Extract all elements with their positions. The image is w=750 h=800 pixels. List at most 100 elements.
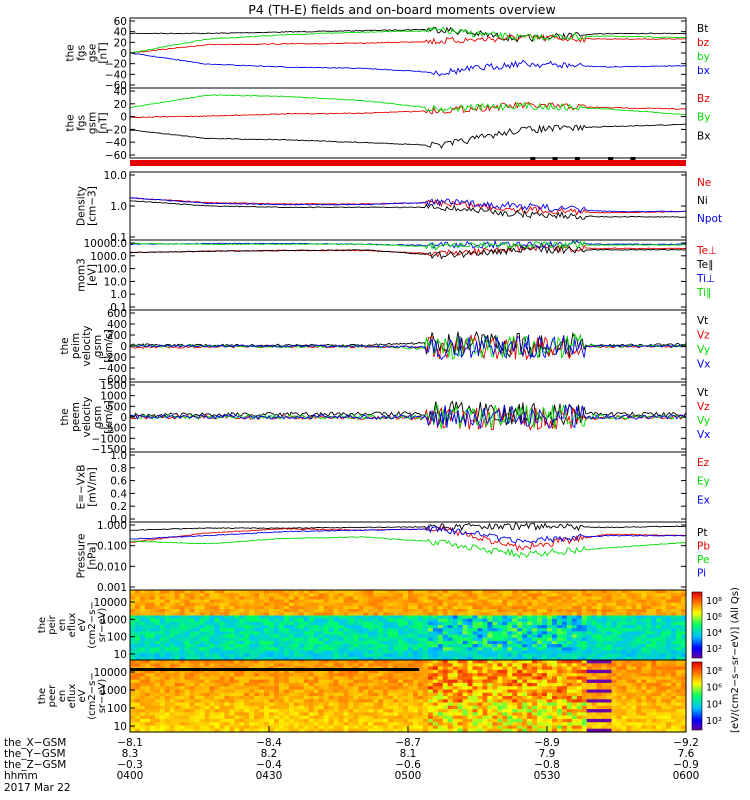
colorbar-tick-label: 10⁸	[706, 596, 722, 607]
y-axis-label-line: eflux	[67, 684, 78, 709]
legend-entry: Npot	[697, 213, 722, 225]
mode-marker	[574, 157, 580, 160]
y-axis-label-line: en	[57, 690, 68, 703]
y-axis-label: thefgsgse[nT]	[65, 42, 110, 63]
x-tick-label: 0400	[117, 770, 144, 782]
colorbar-tick-label: 10⁶	[706, 612, 722, 623]
legend-entry: bx	[697, 65, 710, 77]
series-line-fgs-gsm-1	[130, 94, 687, 116]
series-line-fgs-gse-3	[129, 52, 686, 77]
x-tick-label: 8.2	[261, 748, 278, 760]
y-tick-label: 600	[107, 308, 127, 320]
y-axis-label: thepeemvelocitygsm[km/s]	[59, 396, 115, 437]
series-line-electron-velocity-3	[130, 404, 687, 430]
legend-entry: Ez	[697, 457, 710, 469]
y-tick-label: 0	[120, 112, 127, 124]
series-line-fgs-gse-1	[129, 34, 686, 54]
y-tick-label: 10000	[94, 597, 127, 609]
y-tick-label: 10	[114, 649, 127, 661]
colorbar-tick-label: 10⁶	[706, 683, 722, 694]
y-tick-label: 200	[107, 330, 127, 342]
y-tick-label: −500	[98, 423, 127, 435]
mode-marker	[630, 157, 636, 160]
y-axis-label-line: sr−eV)	[97, 679, 108, 714]
y-tick-label: 40	[114, 86, 127, 98]
legend-entry: Bz	[697, 93, 710, 105]
legend-entry: Pb	[697, 541, 710, 553]
y-axis-label-line: gsm	[87, 112, 99, 134]
panel-frame	[129, 17, 687, 89]
y-tick-label: 10	[114, 721, 127, 733]
y-tick-label: 0.8	[110, 463, 127, 475]
y-axis-label-line: [nPa]	[87, 542, 99, 569]
y-axis-label-line: peer	[47, 684, 58, 708]
y-axis-label-line: Pressure	[76, 534, 88, 579]
series-line-pressure-0	[129, 522, 687, 532]
y-tick-label: −1500	[91, 444, 127, 456]
y-tick-label: −1000	[91, 433, 127, 445]
x-tick-label: 0500	[395, 770, 422, 782]
y-tick-label: 1000	[100, 391, 127, 403]
x-tick-label: −0.6	[395, 759, 421, 771]
x-tick-label: −0.4	[256, 759, 282, 771]
y-tick-label: 0.010	[97, 561, 127, 573]
figure-title: P4 (TH-E) fields and on-board moments ov…	[248, 2, 555, 17]
x-axis-row-label: the_Z−GSM	[4, 759, 66, 771]
series-line-density-2	[129, 196, 687, 214]
x-tick-label: −0.3	[117, 759, 143, 771]
legend-entry: bz	[697, 37, 710, 49]
y-axis-label: thepeirenefluxeV(cm2−s−sr−eV)	[37, 601, 108, 648]
x-tick-label: 0430	[256, 770, 283, 782]
legend-entry: Pe	[697, 554, 709, 566]
panel-frame	[129, 87, 687, 159]
mode-marker	[530, 157, 536, 160]
date-label: 2017 Mar 22	[4, 782, 71, 794]
legend-entry: Te∥	[696, 259, 713, 271]
y-tick-label: 0.2	[110, 501, 127, 513]
x-tick-label: 8.3	[122, 748, 139, 760]
y-tick-label: 0	[120, 48, 127, 60]
x-tick-label: −8.1	[117, 737, 143, 749]
series-line-pressure-3	[129, 524, 687, 544]
y-axis-label-line: velocity	[81, 325, 93, 366]
legend-entry: Bt	[697, 23, 708, 35]
colorbar	[691, 661, 703, 731]
y-axis-label: mom3[eV]	[76, 258, 99, 292]
y-tick-label: 10000	[94, 667, 127, 679]
x-axis-row-label: the_Y−GSM	[4, 748, 66, 760]
x-tick-label: −0.8	[534, 759, 560, 771]
y-axis-label-line: the	[37, 617, 48, 633]
series-line-temperature-1	[129, 245, 687, 260]
legend-entry: Vx	[697, 359, 710, 371]
y-tick-label: 0	[120, 341, 127, 353]
y-axis-label-line: [nT]	[98, 42, 110, 63]
y-tick-label: 1.000	[97, 520, 127, 532]
y-tick-label: −20	[105, 59, 127, 71]
y-axis-label-line: eflux	[67, 613, 78, 638]
legend-entry: Ne	[697, 177, 711, 189]
y-tick-label: 1.0	[110, 201, 127, 213]
series-line-fgs-gse-2	[130, 26, 687, 54]
y-axis-label-line: [cm−3]	[87, 186, 99, 226]
legend-entry: Te⊥	[696, 245, 717, 257]
panel-ion-spectrogram: 10000 1000 100 10 thepeirenefluxeV(cm2−s−sr−…	[37, 589, 722, 661]
y-axis-label-line: (cm2−s−	[87, 601, 98, 648]
y-axis-label-line: the	[65, 44, 77, 61]
y-axis-label: Density[cm−3]	[76, 186, 99, 226]
y-axis-label: thepeimvelocitygsm[km/s]	[59, 325, 115, 366]
y-axis-label-line: fgs	[76, 45, 88, 61]
y-axis-label-line: the	[59, 408, 71, 425]
legend-entry: Ex	[697, 494, 710, 506]
x-tick-label: 7.9	[539, 748, 556, 760]
y-axis-label-line: [nT]	[98, 112, 110, 133]
series-line-ion-velocity-3	[129, 334, 687, 361]
y-tick-label: 0.1	[110, 302, 127, 314]
x-axis-row-label: hhmm	[4, 770, 38, 782]
y-tick-label: 10.0	[104, 170, 127, 182]
y-axis-label-line: fgs	[76, 115, 88, 131]
y-tick-label: −400	[98, 363, 127, 375]
y-axis-label-line: the	[37, 688, 48, 704]
